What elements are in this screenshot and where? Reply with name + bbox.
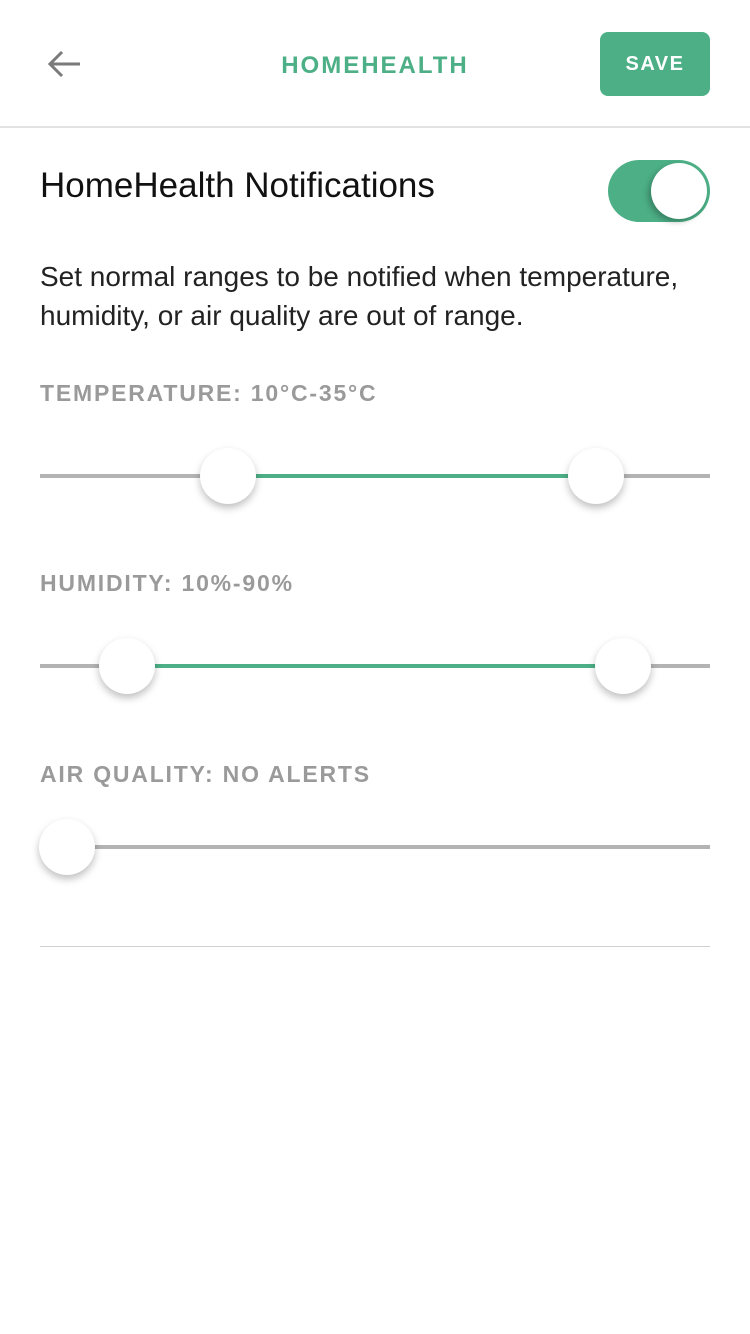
arrow-left-icon <box>47 50 80 78</box>
temperature-slider[interactable] <box>40 448 710 504</box>
air-quality-thumb[interactable] <box>38 819 95 875</box>
slider-track <box>40 845 710 849</box>
air-quality-slider[interactable] <box>38 819 710 875</box>
page-title: HOMEHEALTH <box>281 52 469 79</box>
top-bar: HOMEHEALTH SAVE <box>0 0 750 128</box>
humidity-max-thumb[interactable] <box>594 638 651 694</box>
temperature-min-thumb[interactable] <box>199 448 256 504</box>
slider-range-fill <box>127 664 623 668</box>
divider <box>40 946 710 947</box>
notifications-label: HomeHealth Notifications <box>40 166 435 205</box>
temperature-max-thumb[interactable] <box>568 448 625 504</box>
description-text: Set normal ranges to be notified when te… <box>40 261 679 331</box>
humidity-label: HUMIDITY: 10%-90% <box>40 570 294 596</box>
notifications-toggle[interactable] <box>608 160 710 222</box>
back-button[interactable] <box>44 44 84 84</box>
temperature-label: TEMPERATURE: 10°C-35°C <box>40 380 378 406</box>
humidity-slider[interactable] <box>40 638 710 694</box>
slider-range-fill <box>227 474 597 478</box>
humidity-min-thumb[interactable] <box>99 638 156 694</box>
save-button[interactable]: SAVE <box>600 32 710 96</box>
air-quality-label: AIR QUALITY: NO ALERTS <box>40 761 371 787</box>
toggle-knob <box>651 163 707 219</box>
